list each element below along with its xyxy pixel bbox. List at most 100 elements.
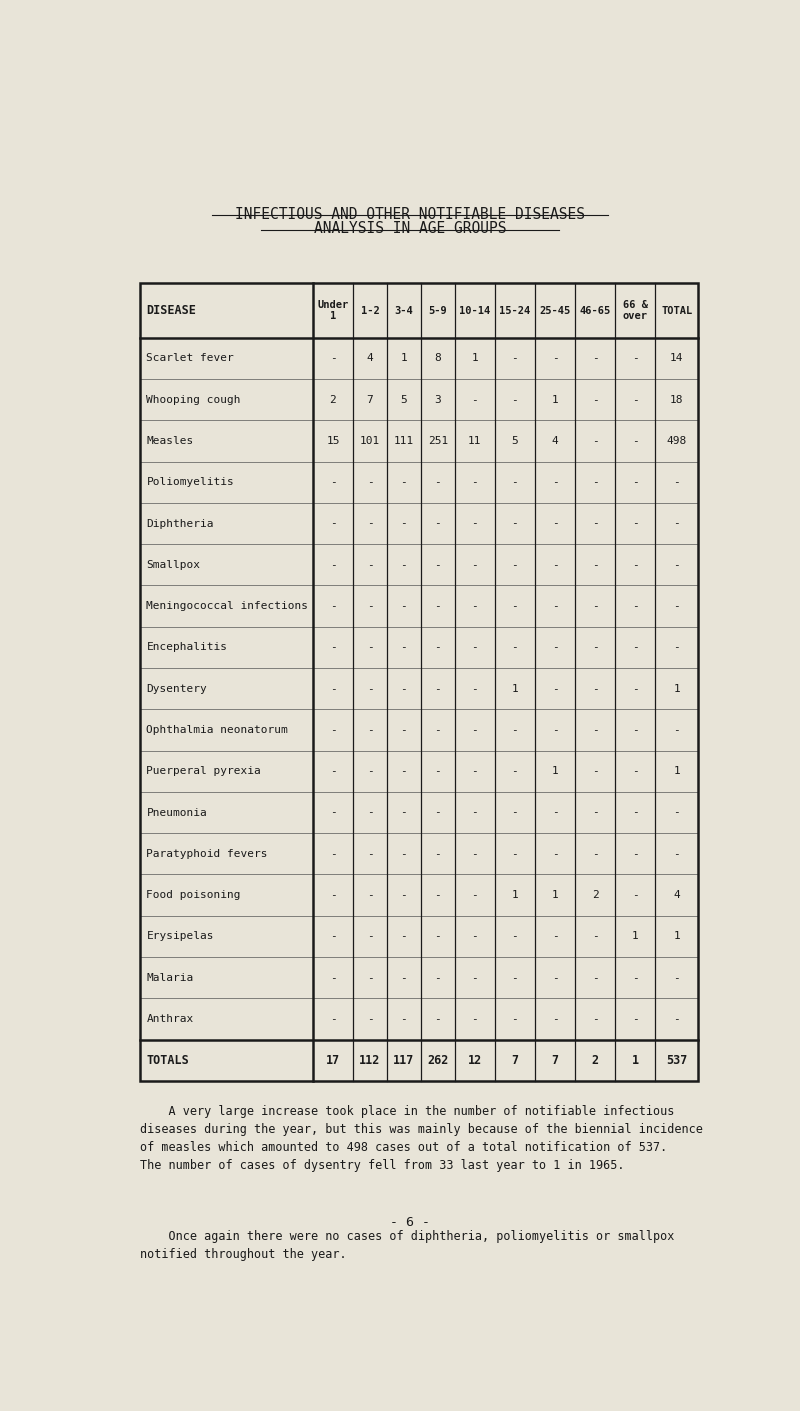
Text: -: - bbox=[401, 890, 407, 900]
Text: 10-14: 10-14 bbox=[459, 306, 490, 316]
Text: - 6 -: - 6 - bbox=[390, 1216, 430, 1229]
Text: TOTAL: TOTAL bbox=[661, 306, 692, 316]
Text: -: - bbox=[632, 601, 638, 611]
Text: -: - bbox=[434, 972, 441, 982]
Text: -: - bbox=[330, 353, 336, 364]
Text: Under
1: Under 1 bbox=[318, 299, 349, 322]
Text: 3-4: 3-4 bbox=[394, 306, 414, 316]
Text: -: - bbox=[551, 642, 558, 652]
Text: -: - bbox=[471, 395, 478, 405]
Text: -: - bbox=[632, 518, 638, 529]
Text: -: - bbox=[592, 395, 598, 405]
Text: 7: 7 bbox=[551, 1054, 558, 1067]
Text: -: - bbox=[551, 560, 558, 570]
Text: Erysipelas: Erysipelas bbox=[146, 931, 214, 941]
Text: 25-45: 25-45 bbox=[539, 306, 570, 316]
Text: -: - bbox=[471, 725, 478, 735]
Text: 2: 2 bbox=[591, 1054, 598, 1067]
Text: -: - bbox=[511, 725, 518, 735]
Text: 1: 1 bbox=[551, 395, 558, 405]
Text: -: - bbox=[674, 601, 680, 611]
Text: -: - bbox=[511, 972, 518, 982]
Text: 1-2: 1-2 bbox=[361, 306, 379, 316]
Text: -: - bbox=[632, 972, 638, 982]
Text: 2: 2 bbox=[592, 890, 598, 900]
Text: -: - bbox=[471, 560, 478, 570]
Text: 101: 101 bbox=[360, 436, 380, 446]
Text: 3: 3 bbox=[434, 395, 441, 405]
Text: 112: 112 bbox=[359, 1054, 381, 1067]
Text: -: - bbox=[592, 725, 598, 735]
Text: -: - bbox=[632, 807, 638, 817]
Text: -: - bbox=[366, 642, 374, 652]
Text: -: - bbox=[401, 931, 407, 941]
Text: -: - bbox=[511, 642, 518, 652]
Text: -: - bbox=[366, 684, 374, 694]
Text: Puerperal pyrexia: Puerperal pyrexia bbox=[146, 766, 262, 776]
Text: -: - bbox=[511, 518, 518, 529]
Text: 1: 1 bbox=[511, 684, 518, 694]
Text: -: - bbox=[592, 642, 598, 652]
Text: -: - bbox=[471, 1015, 478, 1024]
Text: -: - bbox=[434, 560, 441, 570]
Text: -: - bbox=[330, 725, 336, 735]
Text: 14: 14 bbox=[670, 353, 683, 364]
Text: INFECTIOUS AND OTHER NOTIFIABLE DISEASES: INFECTIOUS AND OTHER NOTIFIABLE DISEASES bbox=[235, 207, 585, 223]
Text: 15: 15 bbox=[326, 436, 340, 446]
Text: -: - bbox=[674, 518, 680, 529]
Text: -: - bbox=[674, 849, 680, 859]
Text: 1: 1 bbox=[401, 353, 407, 364]
Text: -: - bbox=[632, 849, 638, 859]
Text: -: - bbox=[632, 766, 638, 776]
Text: -: - bbox=[330, 684, 336, 694]
Text: 5: 5 bbox=[511, 436, 518, 446]
Text: -: - bbox=[551, 518, 558, 529]
Text: -: - bbox=[330, 849, 336, 859]
Text: -: - bbox=[366, 1015, 374, 1024]
Text: -: - bbox=[632, 890, 638, 900]
Text: -: - bbox=[401, 518, 407, 529]
Text: 1: 1 bbox=[511, 890, 518, 900]
Text: -: - bbox=[471, 518, 478, 529]
Text: 4: 4 bbox=[366, 353, 374, 364]
Text: 17: 17 bbox=[326, 1054, 340, 1067]
Text: -: - bbox=[471, 849, 478, 859]
Text: -: - bbox=[330, 1015, 336, 1024]
Text: -: - bbox=[592, 684, 598, 694]
Text: 5: 5 bbox=[401, 395, 407, 405]
Text: 4: 4 bbox=[674, 890, 680, 900]
Text: Scarlet fever: Scarlet fever bbox=[146, 353, 234, 364]
Text: -: - bbox=[366, 725, 374, 735]
Text: -: - bbox=[511, 1015, 518, 1024]
Text: -: - bbox=[434, 642, 441, 652]
Text: -: - bbox=[366, 601, 374, 611]
Text: 2: 2 bbox=[330, 395, 336, 405]
Text: -: - bbox=[551, 725, 558, 735]
Text: -: - bbox=[632, 642, 638, 652]
Text: -: - bbox=[434, 890, 441, 900]
Text: -: - bbox=[401, 477, 407, 487]
Text: -: - bbox=[401, 849, 407, 859]
Text: 262: 262 bbox=[427, 1054, 449, 1067]
Text: -: - bbox=[330, 972, 336, 982]
Text: -: - bbox=[511, 849, 518, 859]
Text: ANALYSIS IN AGE GROUPS: ANALYSIS IN AGE GROUPS bbox=[314, 222, 506, 237]
Text: 12: 12 bbox=[468, 1054, 482, 1067]
Text: 1: 1 bbox=[471, 353, 478, 364]
Text: -: - bbox=[592, 807, 598, 817]
Text: -: - bbox=[592, 353, 598, 364]
Text: -: - bbox=[471, 972, 478, 982]
Text: -: - bbox=[471, 642, 478, 652]
Text: -: - bbox=[511, 601, 518, 611]
Text: -: - bbox=[551, 684, 558, 694]
Text: -: - bbox=[434, 518, 441, 529]
Text: -: - bbox=[434, 931, 441, 941]
Text: -: - bbox=[592, 560, 598, 570]
Text: -: - bbox=[330, 890, 336, 900]
Text: Encephalitis: Encephalitis bbox=[146, 642, 227, 652]
Text: -: - bbox=[330, 477, 336, 487]
Text: -: - bbox=[632, 477, 638, 487]
Text: -: - bbox=[551, 353, 558, 364]
Text: Food poisoning: Food poisoning bbox=[146, 890, 241, 900]
Text: -: - bbox=[401, 560, 407, 570]
